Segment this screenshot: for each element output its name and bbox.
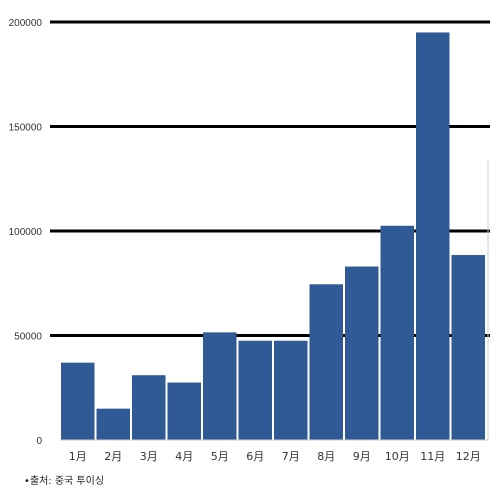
x-tick-label: 9月 [353, 450, 371, 463]
bar [380, 225, 414, 440]
x-tick-label: 4月 [175, 450, 193, 463]
bar [238, 340, 272, 440]
bar [61, 362, 95, 440]
x-tick-label: 8月 [317, 450, 335, 463]
y-tick-label: 100000 [9, 227, 43, 238]
y-tick-label: 50000 [14, 332, 42, 343]
x-tick-label: 2月 [104, 450, 122, 463]
source-note: •출처: 중국 투이싱 [24, 476, 105, 487]
x-tick-labels: 1月 2月 3月 4月 5月 6月 7月 8月 9月 10月 11月 12月 [69, 450, 481, 463]
bar [96, 408, 130, 440]
y-tick-label: 0 [36, 436, 42, 447]
x-tick-label: 5月 [211, 450, 229, 463]
bars [61, 32, 485, 440]
bar [345, 266, 379, 440]
x-tick-label: 6月 [246, 450, 264, 463]
bar [451, 255, 485, 440]
y-tick-label: 150000 [9, 123, 43, 134]
bar [309, 284, 343, 440]
y-tick-label: 200000 [9, 18, 43, 29]
bar [132, 375, 166, 440]
bar [203, 332, 237, 440]
y-tick-labels: 0 50000 100000 150000 200000 [9, 18, 43, 447]
bar [416, 32, 450, 440]
x-tick-label: 1月 [69, 450, 87, 463]
bar-chart: 0 50000 100000 150000 200000 1月 2月 3月 4月 5月 6月 7月 8… [9, 18, 490, 463]
x-tick-label: 11月 [420, 450, 445, 463]
x-tick-label: 12月 [456, 450, 481, 463]
x-tick-label: 3月 [140, 450, 158, 463]
x-tick-label: 10月 [385, 450, 410, 463]
bar [274, 340, 308, 440]
x-tick-label: 7月 [282, 450, 300, 463]
bar [167, 382, 201, 440]
